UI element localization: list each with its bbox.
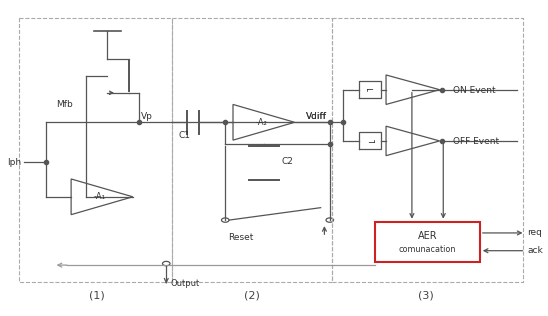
Text: Iph: Iph [8,158,21,167]
Text: ⌐: ⌐ [366,85,374,95]
Text: comunacation: comunacation [399,246,456,254]
Text: ⌐: ⌐ [366,136,374,146]
Text: C1: C1 [178,131,190,140]
Text: AER: AER [418,231,437,241]
Bar [375,222,480,262]
Text: Reset: Reset [228,233,253,242]
Text: C2: C2 [282,157,293,166]
Text: Vp: Vp [141,112,153,121]
Text: Mfb: Mfb [56,100,73,109]
Text: (2): (2) [244,291,260,301]
Text: (1): (1) [89,291,105,301]
Text: Output: Output [170,279,200,288]
Text: req: req [527,228,542,237]
Text: OFF Event: OFF Event [453,137,499,146]
Text: Vdiff: Vdiff [306,112,327,121]
Text: Vdiff: Vdiff [306,112,327,121]
Text: -A₂: -A₂ [255,118,267,127]
Text: (3): (3) [418,291,434,301]
Text: ack: ack [527,246,543,255]
Text: ON Event: ON Event [453,86,496,95]
Text: -A₁: -A₁ [93,192,105,201]
